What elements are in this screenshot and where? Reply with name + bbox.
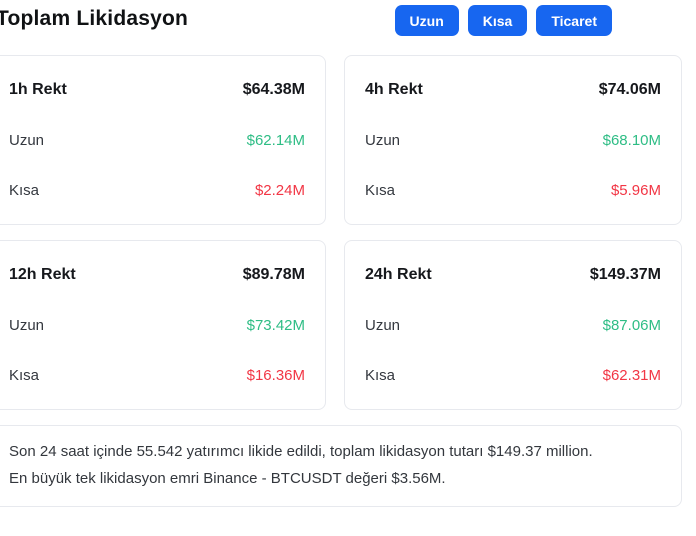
long-value: $62.14M [246,131,305,149]
liquidation-page: Toplam Likidasyon Uzun Kısa Ticaret 1h R… [0,0,696,507]
card-total-row: 1h Rekt $64.38M [9,65,305,115]
card-total-row: 24h Rekt $149.37M [365,250,661,300]
trade-button[interactable]: Ticaret [536,5,612,36]
liquidation-card-1h: 1h Rekt $64.38M Uzun $62.14M Kısa $2.24M [0,55,326,225]
long-label: Uzun [365,131,401,149]
period-label: 4h Rekt [365,81,423,98]
long-value: $73.42M [246,316,305,334]
card-long-row: Uzun $73.42M [9,300,305,350]
long-label: Uzun [365,316,401,334]
short-value: $5.96M [610,181,661,199]
short-label: Kısa [9,366,40,384]
total-value: $64.38M [242,81,305,98]
card-short-row: Kısa $2.24M [9,165,305,215]
liquidation-cards: 1h Rekt $64.38M Uzun $62.14M Kısa $2.24M… [0,55,696,410]
card-total-row: 4h Rekt $74.06M [365,65,661,115]
long-value: $68.10M [602,131,661,149]
short-value: $16.36M [246,366,305,384]
card-total-row: 12h Rekt $89.78M [9,250,305,300]
total-value: $89.78M [242,266,305,283]
long-value: $87.06M [602,316,661,334]
short-button[interactable]: Kısa [467,5,528,36]
header-buttons: Uzun Kısa Ticaret [394,5,612,36]
total-value: $74.06M [598,81,661,98]
period-label: 24h Rekt [365,266,432,283]
page-title: Toplam Likidasyon [0,7,189,30]
liquidation-card-4h: 4h Rekt $74.06M Uzun $68.10M Kısa $5.96M [344,55,682,225]
short-label: Kısa [9,181,40,199]
liquidation-card-12h: 12h Rekt $89.78M Uzun $73.42M Kısa $16.3… [0,240,326,410]
card-long-row: Uzun $87.06M [365,300,661,350]
long-label: Uzun [9,131,45,149]
short-value: $62.31M [602,366,661,384]
summary-line-1: Son 24 saat içinde 55.542 yatırımcı liki… [9,443,593,460]
period-label: 1h Rekt [9,81,67,98]
long-label: Uzun [9,316,45,334]
summary-box: Son 24 saat içinde 55.542 yatırımcı liki… [0,425,682,507]
long-button[interactable]: Uzun [394,5,459,36]
short-value: $2.24M [254,181,305,199]
card-long-row: Uzun $62.14M [9,115,305,165]
short-label: Kısa [365,366,396,384]
liquidation-card-24h: 24h Rekt $149.37M Uzun $87.06M Kısa $62.… [344,240,682,410]
card-long-row: Uzun $68.10M [365,115,661,165]
total-value: $149.37M [589,266,661,283]
card-short-row: Kısa $5.96M [365,165,661,215]
short-label: Kısa [365,181,396,199]
page-header: Toplam Likidasyon Uzun Kısa Ticaret [0,0,696,50]
card-short-row: Kısa $16.36M [9,350,305,400]
card-short-row: Kısa $62.31M [365,350,661,400]
period-label: 12h Rekt [9,266,76,283]
summary-line-2: En büyük tek likidasyon emri Binance - B… [9,470,446,487]
